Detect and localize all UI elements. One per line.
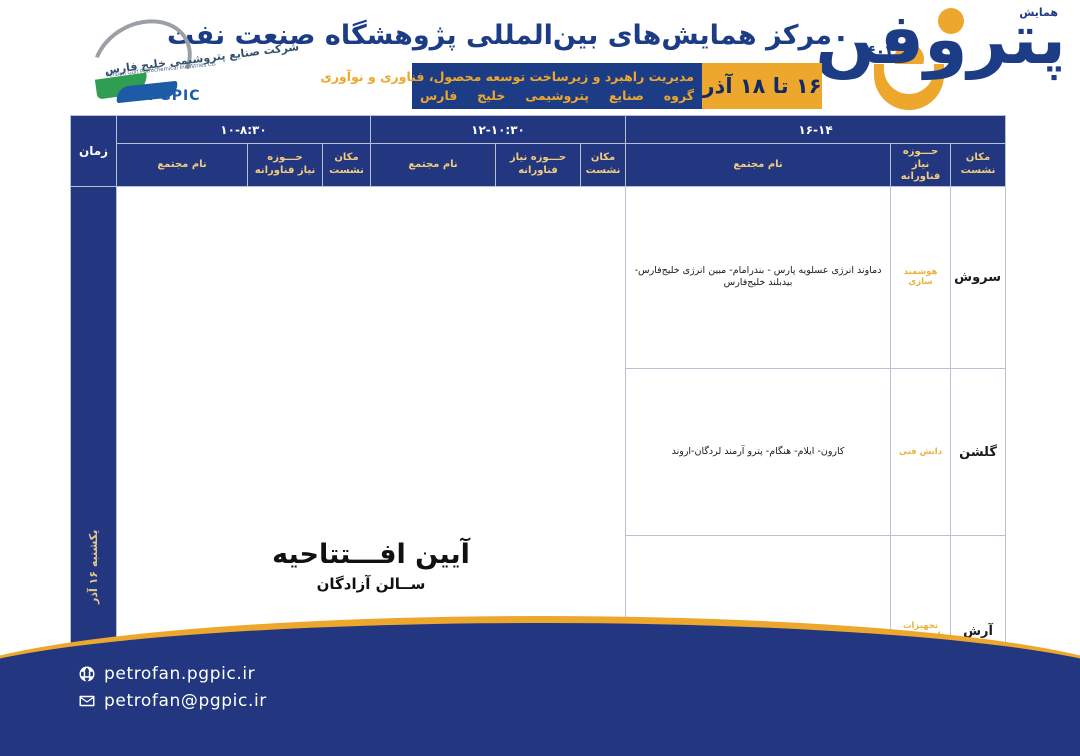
- footer-website-text: petrofan.pgpic.ir: [104, 664, 256, 684]
- logo-dot-icon: [938, 8, 964, 34]
- slot-header-1416: ۱۶-۱۴: [625, 115, 1007, 144]
- globe-icon: [78, 665, 96, 683]
- petrofan-logo-year: ۱۴۰۴: [854, 42, 896, 62]
- footer-email-row[interactable]: petrofan@pgpic.ir: [78, 691, 267, 711]
- col-header-domain-0830: حـــوزه نیاز فناورانه: [247, 143, 323, 187]
- cell-venue: گلشن: [950, 368, 1007, 537]
- col-header-venue-0830: مکان نشست: [322, 143, 371, 187]
- cell-complex: دماوند انرژی عسلویه پارس - بندرامام- مبی…: [625, 185, 892, 370]
- table-header-slots: ۱۶-۱۴ ۱۲-۱۰:۳۰ ۱۰-۸:۳۰ زمان: [70, 115, 1007, 187]
- col-header-domain-line2: نیاز فناورانه: [900, 158, 941, 183]
- cell-domain: هوشمند سازی: [890, 185, 952, 370]
- date-badge: ۱۶ تا ۱۸ آذر: [702, 63, 822, 109]
- opening-ceremony-venue: ســالن آزادگان: [316, 574, 426, 593]
- petrofan-logo-sublabel: همایش: [1019, 6, 1058, 19]
- col-header-domain-1030-l1: حـــوزه: [530, 152, 567, 164]
- subtitle-line-1: مدیریت راهبرد و زیرساخت توسعه محصول، فنا…: [320, 69, 694, 84]
- table-row: سروش هوشمند سازی دماوند انرژی عسلویه پار…: [70, 185, 1007, 756]
- table-header-columns: مکان نشست حـــوزه نیاز فناورانه نام مجتم…: [71, 143, 1007, 187]
- slot-header-0830: ۱۰-۸:۳۰: [116, 115, 371, 144]
- col-header-domain-0830-l1: حـــوزه: [267, 152, 303, 164]
- col-header-venue-1416: مکان نشست: [950, 143, 1007, 187]
- poster-header: پتروفن همایش ۱۴۰۴ مرکز همایش‌های بین‌الم…: [0, 0, 1080, 124]
- slot-header-1030: ۱۲-۱۰:۳۰: [369, 115, 627, 144]
- pgpic-acronym: PGPIC: [148, 88, 201, 104]
- footer-website-row[interactable]: petrofan.pgpic.ir: [78, 664, 267, 684]
- petrofan-wordmark: پتروفن: [815, 0, 1068, 80]
- subtitle-bar: مدیریت راهبرد و زیرساخت توسعه محصول، فنا…: [320, 63, 702, 109]
- opening-ceremony-title: آیین افـــتتاحیه: [272, 539, 470, 571]
- subtitle-line-2: گروه صنایع پتروشیمی خلیج فارس: [420, 88, 694, 104]
- page-title: مرکز همایش‌های بین‌المللی پژوهشگاه صنعت …: [167, 20, 832, 51]
- envelope-icon: [78, 692, 96, 710]
- footer-wave: [0, 616, 1080, 756]
- col-header-domain-1030: حـــوزه نیاز فناورانه: [495, 143, 582, 187]
- col-header-venue-1030: مکان نشست: [580, 143, 627, 187]
- cell-domain: دانش فنی: [890, 368, 952, 537]
- table-row: گلشن دانش فنی کارون- ایلام- هنگام- پترو …: [71, 368, 1007, 537]
- cell-complex: کارون- ایلام- هنگام- پترو آرمند لردگان-ا…: [625, 368, 892, 537]
- col-header-complex-1030: نام مجتمع: [369, 143, 497, 187]
- col-header-complex-1416: نام مجتمع: [625, 143, 892, 187]
- time-column-header: زمان: [70, 115, 117, 187]
- petrofan-logo: پتروفن همایش ۱۴۰۴: [815, 2, 1072, 114]
- col-header-domain-0830-l2: نیاز فناورانه: [254, 164, 316, 176]
- col-header-domain-1416: حـــوزه نیاز فناورانه: [890, 143, 952, 187]
- cell-venue: سروش: [950, 185, 1007, 370]
- footer-email-text: petrofan@pgpic.ir: [104, 691, 267, 711]
- footer-contact: petrofan.pgpic.ir petrofan@pgpic.ir: [78, 664, 267, 718]
- col-header-domain-1030-l2: نیاز فناورانه: [509, 152, 558, 176]
- col-header-domain-line1: حـــوزه: [902, 146, 939, 157]
- col-header-complex-0830: نام مجتمع: [116, 143, 248, 187]
- pgpic-logo: شرکت صنایع پتروشیمی خلیج فارس Persian Gu…: [76, 2, 300, 124]
